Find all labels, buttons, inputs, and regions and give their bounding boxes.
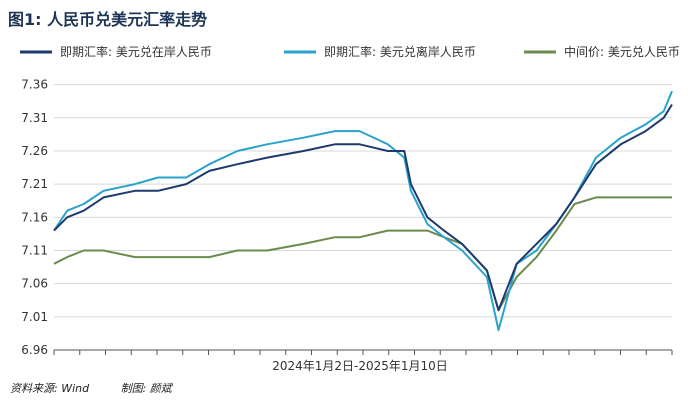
y-tick-label: 7.21 [21, 177, 48, 191]
y-tick-label: 7.16 [21, 210, 48, 224]
series-lines [53, 90, 673, 332]
x-axis-label: 2024年1月2日-2025年1月10日 [272, 359, 448, 373]
series-line-1 [53, 90, 673, 332]
gridlines [54, 84, 672, 351]
series-line-2 [53, 196, 672, 312]
legend-label: 中间价: 美元兑人民币 [564, 44, 680, 59]
y-tick-label: 7.01 [21, 310, 48, 324]
line-chart: 7.36 7.31 7.26 7.21 7.16 7.11 7.06 7.01 6.96 即期汇… [20, 44, 680, 373]
series-line-0 [53, 103, 673, 312]
legend-label: 即期汇率: 美元兑在岸人民币 [60, 44, 212, 59]
chart-title: 图1: 人民币兑美元汇率走势 [8, 10, 208, 29]
legend-label: 即期汇率: 美元兑离岸人民币 [324, 44, 476, 59]
y-tick-label: 7.26 [21, 144, 48, 158]
y-tick-label: 7.36 [21, 78, 48, 92]
y-tick-label: 7.06 [21, 277, 48, 291]
footer: 资料来源: Wind 制图: 颜斌 [10, 380, 200, 396]
y-tick-label: 6.96 [21, 343, 48, 357]
author-note: 制图: 颜斌 [120, 382, 172, 395]
source-note: 资料来源: Wind [10, 382, 90, 395]
y-tick-label: 7.31 [21, 111, 48, 125]
y-tick-label: 7.11 [21, 243, 48, 257]
legend: 即期汇率: 美元兑在岸人民币 即期汇率: 美元兑离岸人民币 中间价: 美元兑人民币 [20, 44, 680, 59]
y-axis: 7.36 7.31 7.26 7.21 7.16 7.11 7.06 7.01 6.96 [21, 78, 48, 357]
x-axis [53, 349, 673, 355]
